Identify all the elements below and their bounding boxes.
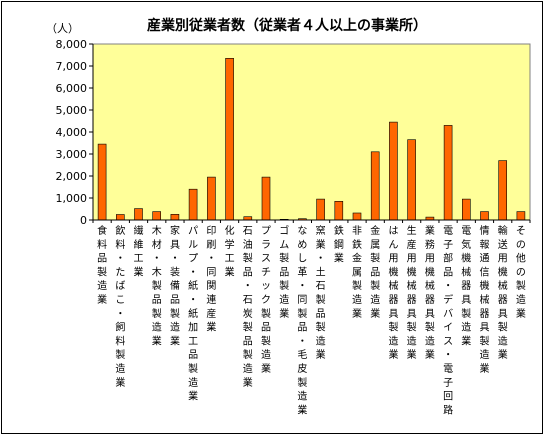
bar xyxy=(225,57,234,221)
x-category-label: 金属製品製造業 xyxy=(370,224,380,320)
bar xyxy=(261,176,271,221)
plot-area xyxy=(92,43,531,221)
x-category-label: なめし革・同製品・毛皮製造業 xyxy=(297,225,307,416)
bar xyxy=(170,214,180,221)
y-tick-label: 4,000 xyxy=(56,126,88,139)
bar xyxy=(97,143,107,221)
x-category-label: 業務用機械器具製造業 xyxy=(425,224,435,361)
bar xyxy=(134,208,143,221)
axes-group xyxy=(89,43,531,223)
y-tick-label: 7,000 xyxy=(56,60,88,73)
x-category-label: 非鉄金属製造業 xyxy=(352,225,362,320)
x-category-label: 電子部品・デバイス・電子回路 xyxy=(443,225,453,416)
x-category-labels: 食料品製造業飲料・たばこ・飼料製造業繊維工業木材・木製品製造業家具・装備品製造業… xyxy=(97,224,526,416)
bar xyxy=(334,201,344,221)
x-category-label: 石油製品・石炭製品製造業 xyxy=(243,226,253,389)
y-tick-labels: 0 1,000 2,000 3,000 4,000 5,000 6,000 7,000 8,00… xyxy=(56,38,88,227)
y-tick-label: 3,000 xyxy=(56,148,88,161)
bar xyxy=(461,198,471,221)
chart-title: 産業別従業者数（従業者４人以上の事業所） xyxy=(147,17,427,34)
bar xyxy=(188,188,198,221)
bar xyxy=(480,211,489,221)
x-category-label: 印刷・同関連産業 xyxy=(206,225,216,334)
x-category-label: その他の製造業 xyxy=(516,225,526,320)
x-category-label: 鉄鋼業 xyxy=(334,224,344,265)
bar xyxy=(370,151,380,221)
x-category-label: 食料品製造業 xyxy=(97,224,107,306)
x-category-label: はん用機械器具製造業 xyxy=(388,225,398,361)
x-category-label: 化学工業 xyxy=(225,224,235,278)
x-category-label: 輸送用機械器具製造業 xyxy=(498,224,508,361)
bar xyxy=(498,160,508,221)
y-tick-label: 2,000 xyxy=(56,170,88,183)
y-tick-label: 1,000 xyxy=(56,192,88,205)
y-tick-label: 6,000 xyxy=(56,82,88,95)
x-category-label: 繊維工業 xyxy=(134,224,144,278)
bar xyxy=(389,121,398,221)
y-tick-label: 0 xyxy=(80,214,87,227)
bar xyxy=(316,198,325,221)
bar xyxy=(516,211,526,221)
bar xyxy=(407,139,416,221)
x-category-label: 窯業・土石製品製造業 xyxy=(316,224,326,361)
x-category-label: プラスチック製品製造業 xyxy=(261,225,271,375)
y-tick-label: 5,000 xyxy=(56,104,88,117)
bar xyxy=(116,214,125,221)
x-category-label: 家具・装備品製造業 xyxy=(170,224,180,347)
bars-group xyxy=(97,57,526,221)
y-tick-label: 8,000 xyxy=(56,38,88,51)
bar xyxy=(207,176,216,221)
x-category-label: 生産用機械器具製造業 xyxy=(407,224,417,361)
bar xyxy=(152,211,161,221)
bar xyxy=(352,212,362,221)
x-category-label: 木材・木製品製造業 xyxy=(152,225,162,347)
bar xyxy=(443,125,453,221)
x-category-label: ゴム製品製造業 xyxy=(279,224,289,320)
y-axis-unit-label: （人） xyxy=(46,22,79,35)
x-category-label: パルプ・紙・紙加工品製造業 xyxy=(188,225,198,403)
x-category-label: 情報通信機械器具製造業 xyxy=(479,224,489,375)
x-category-label: 飲料・たばこ・飼料製造業 xyxy=(115,224,125,389)
x-category-label: 電気機械器具製造業 xyxy=(461,225,471,347)
